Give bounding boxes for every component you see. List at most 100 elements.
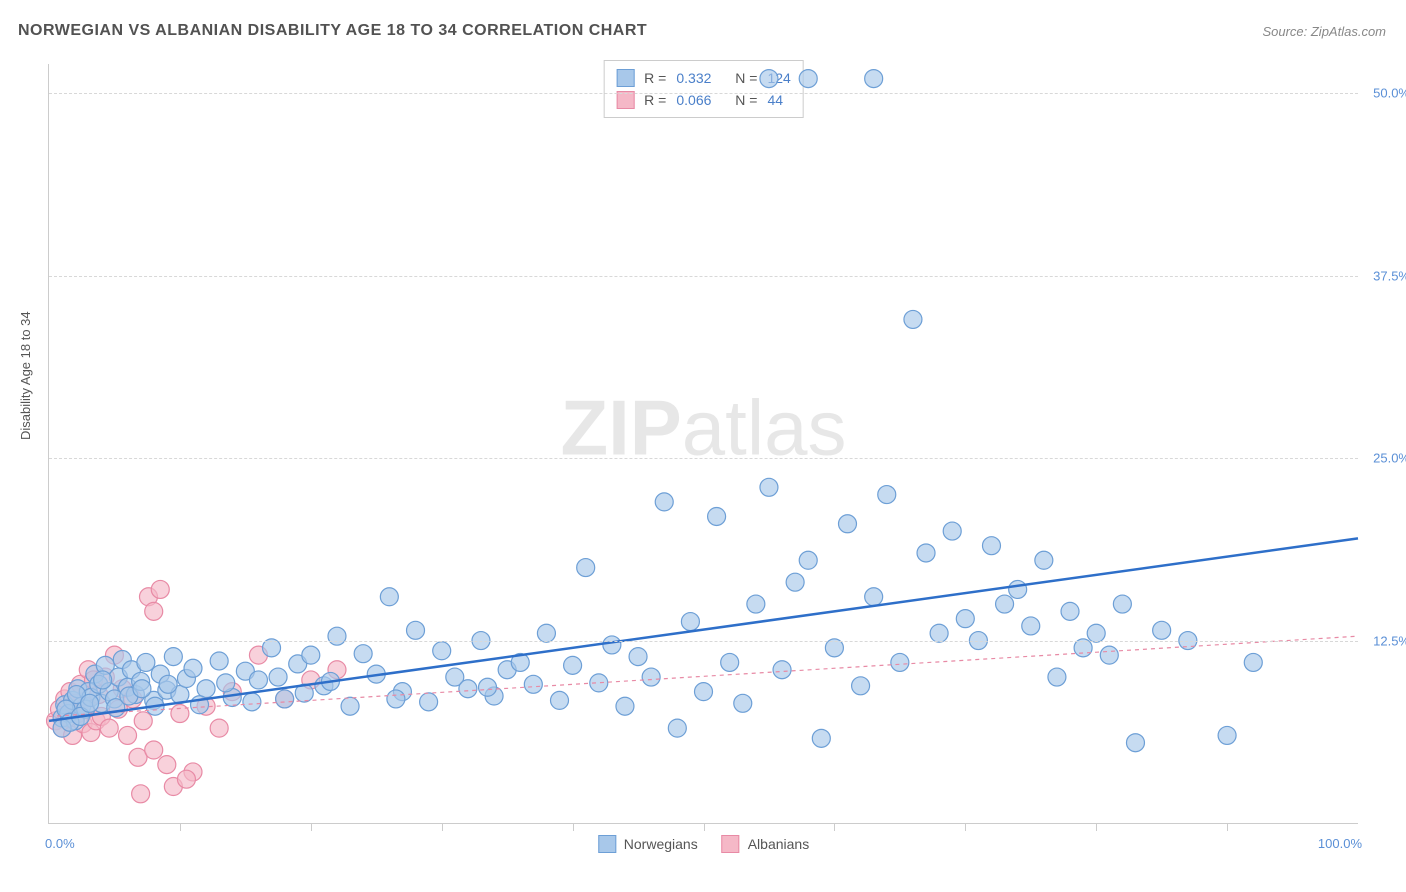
data-point xyxy=(747,595,765,613)
data-point xyxy=(132,785,150,803)
data-point xyxy=(956,610,974,628)
data-point xyxy=(145,602,163,620)
data-point xyxy=(159,675,177,693)
data-point xyxy=(119,726,137,744)
data-point xyxy=(479,678,497,696)
data-point xyxy=(629,648,647,666)
data-point xyxy=(81,694,99,712)
data-point xyxy=(891,653,909,671)
data-point xyxy=(100,719,118,737)
scatter-svg xyxy=(49,64,1358,823)
data-point xyxy=(1126,734,1144,752)
data-point xyxy=(943,522,961,540)
data-point xyxy=(982,537,1000,555)
data-point xyxy=(668,719,686,737)
data-point xyxy=(655,493,673,511)
data-point xyxy=(564,656,582,674)
data-point xyxy=(865,70,883,88)
data-point xyxy=(164,648,182,666)
x-tick xyxy=(965,823,966,831)
data-point xyxy=(145,741,163,759)
data-point xyxy=(177,770,195,788)
data-point xyxy=(1035,551,1053,569)
data-point xyxy=(721,653,739,671)
data-point xyxy=(249,671,267,689)
data-point xyxy=(577,559,595,577)
data-point xyxy=(459,680,477,698)
x-tick xyxy=(1096,823,1097,831)
data-point xyxy=(904,310,922,328)
data-point xyxy=(302,646,320,664)
x-axis-label-min: 0.0% xyxy=(45,836,75,851)
data-point xyxy=(1244,653,1262,671)
data-point xyxy=(799,70,817,88)
y-axis-title: Disability Age 18 to 34 xyxy=(18,311,33,440)
data-point xyxy=(1048,668,1066,686)
data-point xyxy=(1153,621,1171,639)
data-point xyxy=(354,645,372,663)
data-point xyxy=(799,551,817,569)
gridline xyxy=(49,93,1358,94)
legend-item-albanians: Albanians xyxy=(722,835,810,853)
data-point xyxy=(380,588,398,606)
data-point xyxy=(158,756,176,774)
data-point xyxy=(996,595,1014,613)
data-point xyxy=(878,486,896,504)
data-point xyxy=(930,624,948,642)
data-point xyxy=(760,478,778,496)
y-tick-label: 12.5% xyxy=(1373,633,1406,648)
data-point xyxy=(420,693,438,711)
legend-series: Norwegians Albanians xyxy=(598,835,809,853)
data-point xyxy=(708,507,726,525)
data-point xyxy=(1218,726,1236,744)
data-point xyxy=(1022,617,1040,635)
data-point xyxy=(537,624,555,642)
gridline xyxy=(49,641,1358,642)
data-point xyxy=(865,588,883,606)
data-point xyxy=(603,636,621,654)
data-point xyxy=(134,712,152,730)
x-axis-label-max: 100.0% xyxy=(1318,836,1362,851)
data-point xyxy=(133,680,151,698)
data-point xyxy=(760,70,778,88)
data-point xyxy=(1087,624,1105,642)
y-tick-label: 37.5% xyxy=(1373,268,1406,283)
data-point xyxy=(94,671,112,689)
data-point xyxy=(852,677,870,695)
data-point xyxy=(1113,595,1131,613)
data-point xyxy=(773,661,791,679)
x-tick xyxy=(311,823,312,831)
x-tick xyxy=(834,823,835,831)
data-point xyxy=(197,680,215,698)
data-point xyxy=(551,691,569,709)
x-tick xyxy=(704,823,705,831)
data-point xyxy=(328,627,346,645)
data-point xyxy=(137,653,155,671)
data-point xyxy=(1100,646,1118,664)
x-tick xyxy=(573,823,574,831)
source-label: Source: ZipAtlas.com xyxy=(1262,24,1386,39)
data-point xyxy=(642,668,660,686)
legend-item-norwegians: Norwegians xyxy=(598,835,698,853)
data-point xyxy=(243,693,261,711)
data-point xyxy=(524,675,542,693)
data-point xyxy=(276,690,294,708)
data-point xyxy=(407,621,425,639)
data-point xyxy=(341,697,359,715)
data-point xyxy=(210,652,228,670)
x-tick xyxy=(180,823,181,831)
data-point xyxy=(917,544,935,562)
data-point xyxy=(269,668,287,686)
data-point xyxy=(838,515,856,533)
legend-swatch-norwegians xyxy=(598,835,616,853)
data-point xyxy=(151,580,169,598)
legend-swatch-albanians xyxy=(722,835,740,853)
data-point xyxy=(217,674,235,692)
x-tick xyxy=(442,823,443,831)
y-tick-label: 50.0% xyxy=(1373,86,1406,101)
plot-area: ZIPatlas R = 0.332 N = 124 R = 0.066 N =… xyxy=(48,64,1358,824)
data-point xyxy=(786,573,804,591)
data-point xyxy=(387,690,405,708)
data-point xyxy=(433,642,451,660)
data-point xyxy=(210,719,228,737)
